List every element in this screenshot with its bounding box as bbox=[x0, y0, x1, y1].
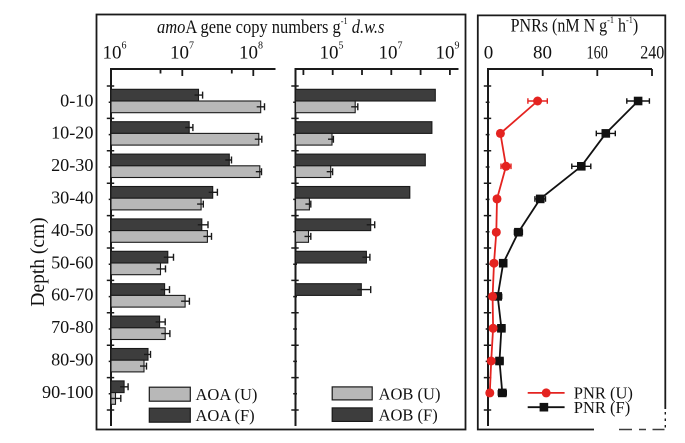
svg-text:60-70: 60-70 bbox=[51, 285, 93, 305]
svg-text:90-100: 90-100 bbox=[42, 382, 94, 402]
svg-text:AOB (U): AOB (U) bbox=[379, 384, 441, 403]
svg-text:240: 240 bbox=[640, 43, 664, 64]
svg-text:AOA (F): AOA (F) bbox=[196, 406, 255, 425]
svg-text:PNR (U): PNR (U) bbox=[574, 384, 633, 403]
svg-text:40-50: 40-50 bbox=[51, 220, 93, 240]
svg-text:109: 109 bbox=[436, 41, 460, 64]
svg-text:0: 0 bbox=[484, 43, 494, 64]
svg-text:PNRs (nM N g-1 h-1): PNRs (nM N g-1 h-1) bbox=[511, 14, 639, 35]
svg-text:80: 80 bbox=[533, 43, 552, 64]
svg-text:AOB (F): AOB (F) bbox=[379, 405, 438, 424]
svg-text:PNR (F): PNR (F) bbox=[574, 398, 630, 417]
svg-text:Depth (cm): Depth (cm) bbox=[28, 217, 49, 306]
svg-text:30-40: 30-40 bbox=[51, 188, 93, 208]
svg-text:50-60: 50-60 bbox=[51, 252, 93, 272]
svg-text:amoA gene copy numbers g-1 d.w: amoA gene copy numbers g-1 d.w.s bbox=[157, 15, 384, 37]
svg-text:107: 107 bbox=[379, 41, 403, 64]
svg-text:105: 105 bbox=[320, 41, 344, 64]
svg-text:70-80: 70-80 bbox=[51, 317, 93, 337]
svg-text:AOA (U): AOA (U) bbox=[196, 385, 258, 404]
svg-text:10-20: 10-20 bbox=[51, 123, 93, 143]
svg-text:107: 107 bbox=[170, 41, 194, 64]
svg-text:160: 160 bbox=[586, 43, 608, 64]
svg-text:80-90: 80-90 bbox=[51, 350, 93, 370]
svg-text:0-10: 0-10 bbox=[60, 90, 93, 110]
svg-text:106: 106 bbox=[103, 41, 127, 64]
svg-text:20-30: 20-30 bbox=[51, 155, 93, 175]
svg-text:108: 108 bbox=[239, 41, 263, 64]
